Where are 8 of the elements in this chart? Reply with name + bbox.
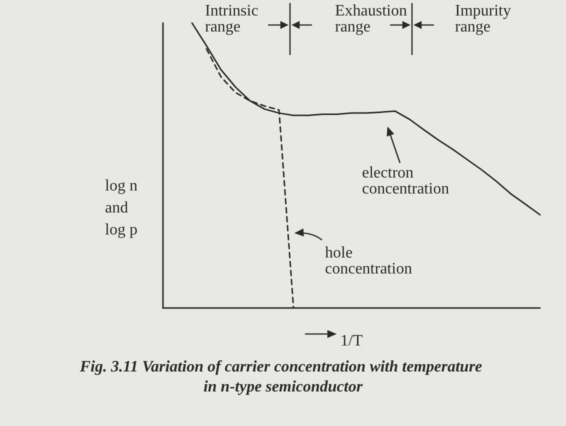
y-axis-title: log n and log p xyxy=(105,178,142,238)
annotation: Impurity range xyxy=(455,2,515,36)
x-axis-title: 1/T xyxy=(340,332,363,350)
annotation: hole concentration xyxy=(325,244,412,278)
annotation: electron concentration xyxy=(362,164,450,198)
annotation: Intrinsic range xyxy=(205,2,262,36)
text: Fig. 3.11 Variation of carrier concentration with temperature in n-type semiconductor xyxy=(78,358,486,396)
annotation: Exhaustion range xyxy=(335,2,411,36)
